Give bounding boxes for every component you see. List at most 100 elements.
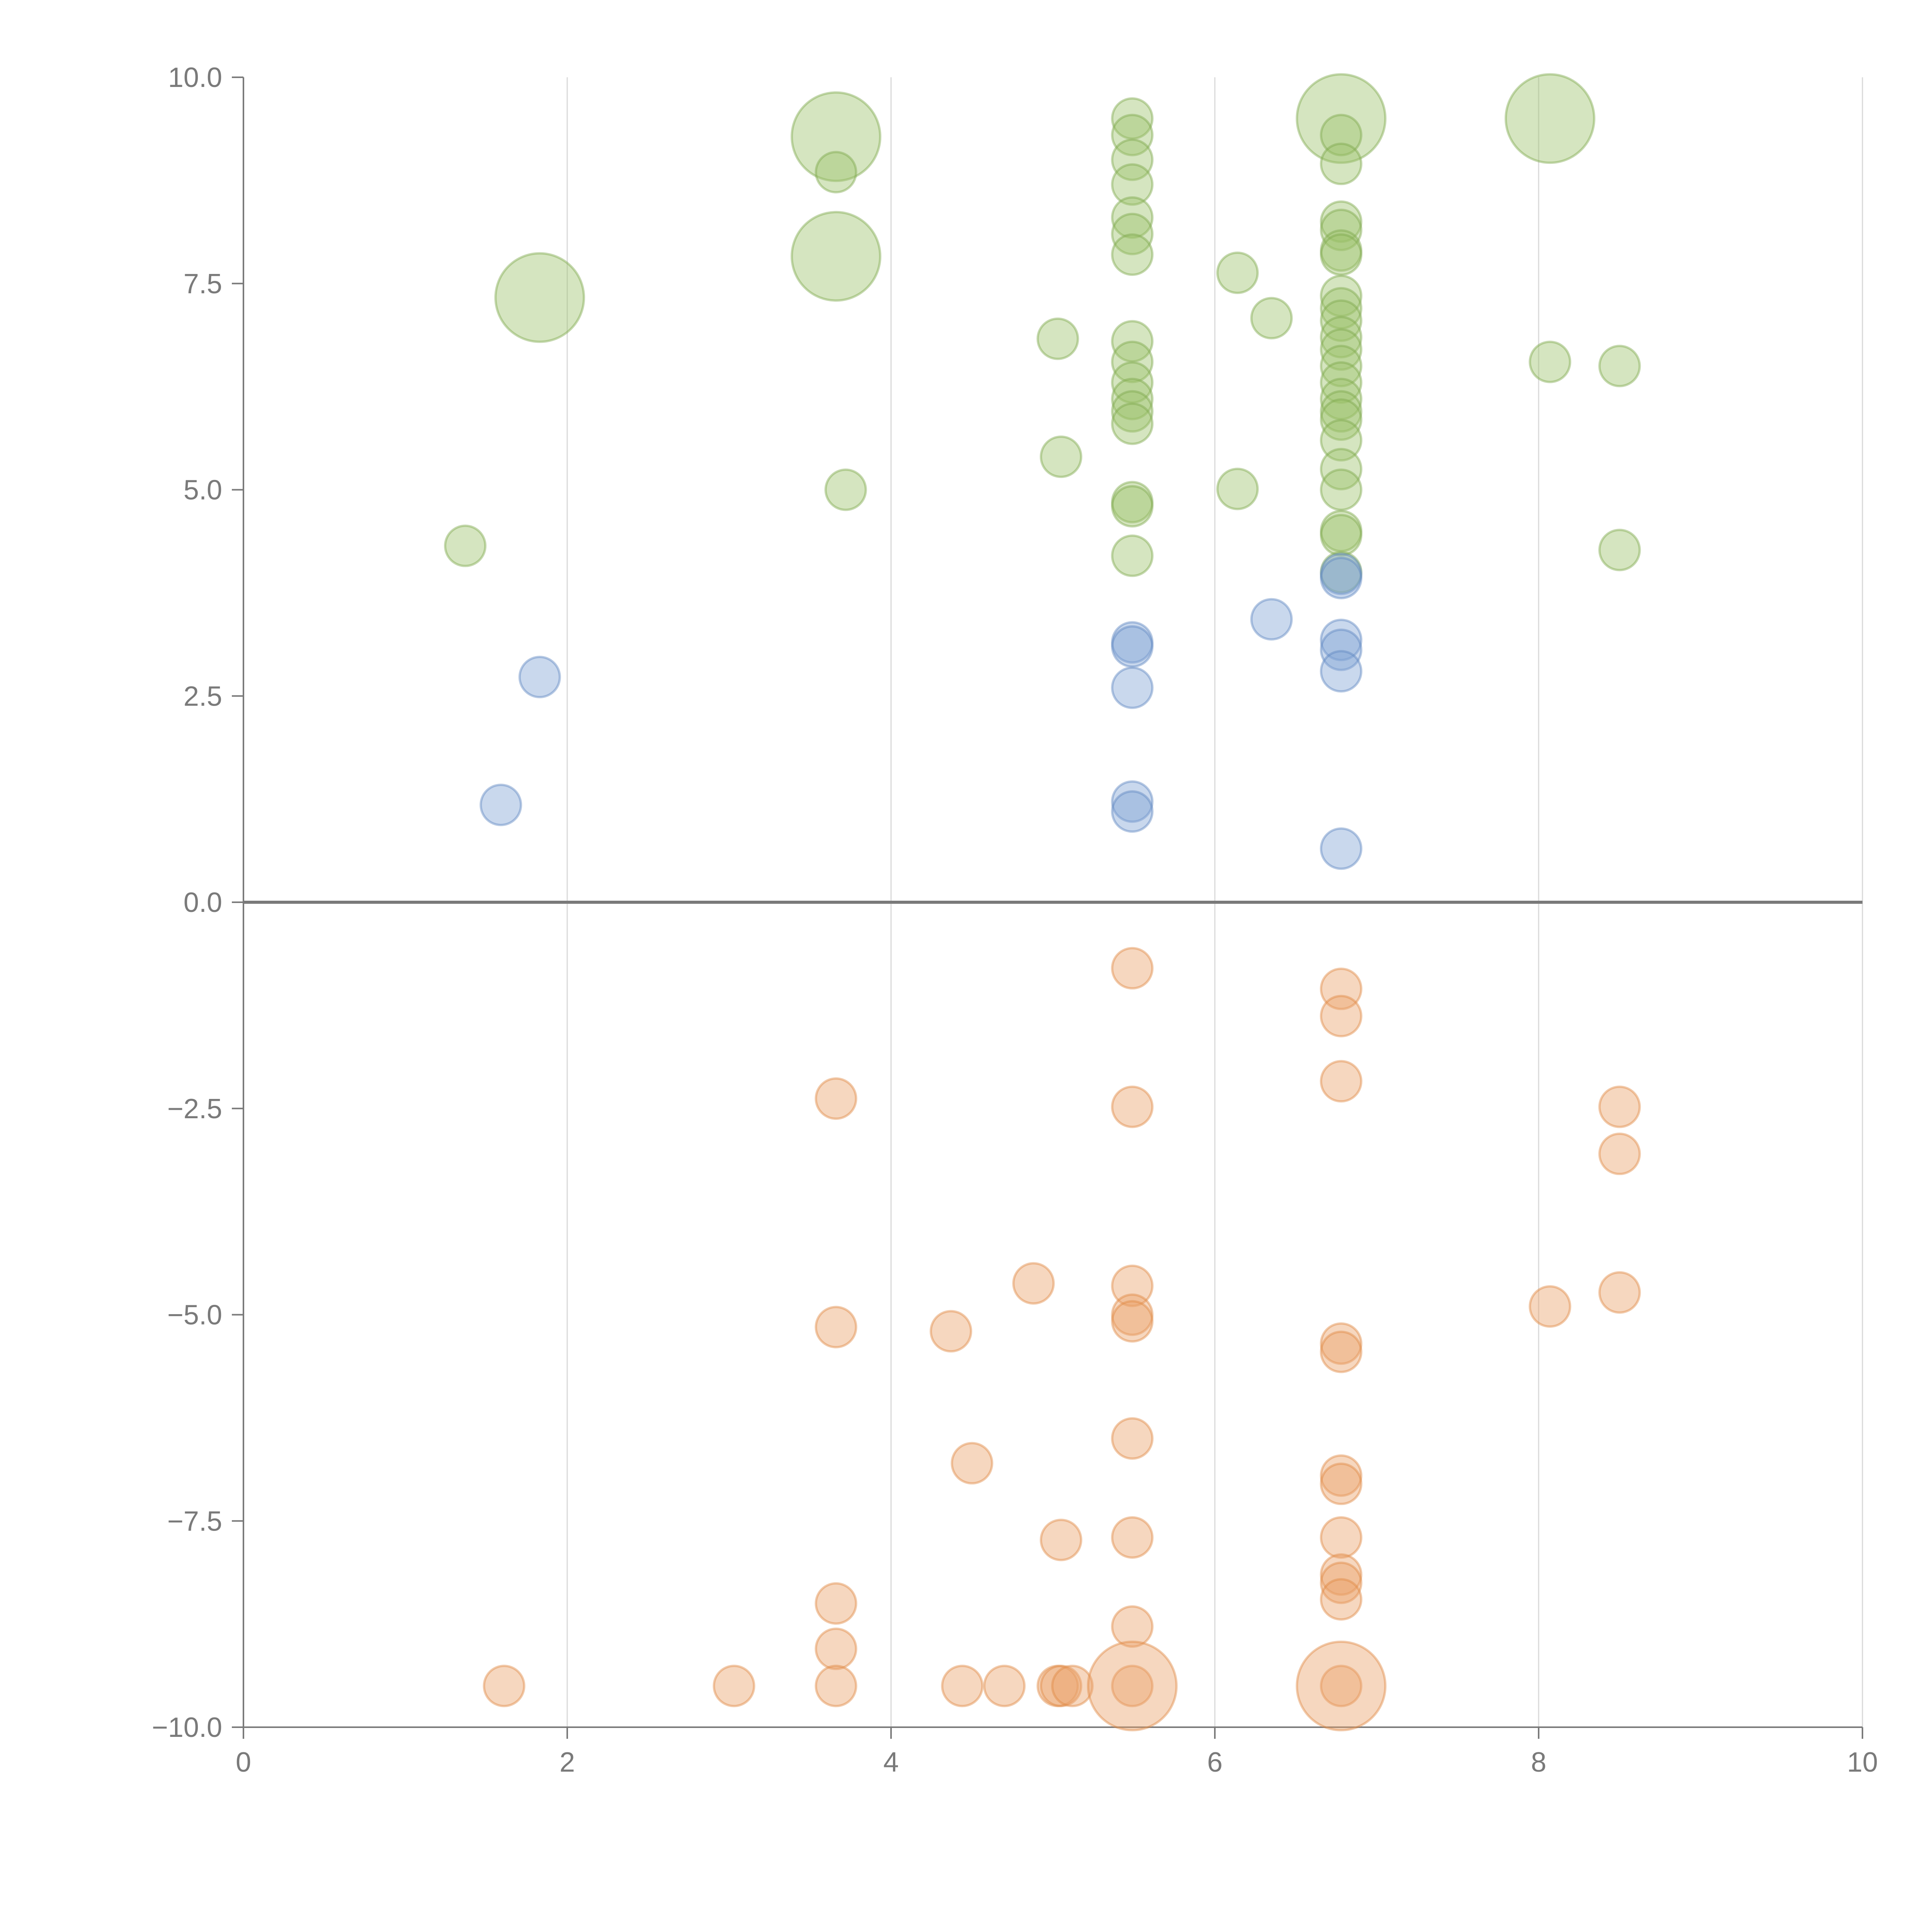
- data-point: [1111, 1293, 1154, 1336]
- data-point: [1320, 1463, 1362, 1505]
- data-point: [1111, 213, 1154, 255]
- data-point: [1111, 666, 1154, 709]
- data-point: [1111, 1516, 1154, 1559]
- data-point: [480, 784, 522, 827]
- data-point: [1320, 229, 1362, 272]
- data-point: [1320, 553, 1362, 595]
- data-point: [815, 1077, 857, 1120]
- data-point: [1529, 1285, 1571, 1328]
- data-point: [1111, 1417, 1154, 1460]
- data-point: [1051, 1665, 1094, 1708]
- data-point: [1529, 340, 1571, 383]
- data-point: [824, 468, 867, 511]
- y-tick-label: −5.0: [167, 1300, 222, 1331]
- data-point: [1111, 1665, 1154, 1708]
- data-point: [1320, 1553, 1362, 1596]
- data-point: [1320, 510, 1362, 553]
- data-point: [1320, 650, 1362, 693]
- data-point: [1111, 138, 1154, 181]
- data-point: [1320, 361, 1362, 404]
- data-point: [1111, 320, 1154, 363]
- x-tick-label: 2: [560, 1747, 575, 1778]
- y-tick-label: 10.0: [168, 62, 222, 93]
- data-point: [1598, 1133, 1641, 1175]
- data-point: [1320, 1578, 1362, 1621]
- data-point: [1320, 1561, 1362, 1604]
- data-point: [983, 1665, 1026, 1708]
- data-point: [1320, 233, 1362, 276]
- data-point: [1320, 514, 1362, 556]
- data-point: [1111, 780, 1154, 823]
- x-tick-label: 6: [1207, 1747, 1223, 1778]
- data-point: [1320, 390, 1362, 433]
- data-point: [1036, 1665, 1079, 1708]
- data-point: [1012, 1262, 1055, 1305]
- data-point: [1111, 534, 1154, 577]
- data-point: [1320, 628, 1362, 671]
- data-point: [1320, 299, 1362, 342]
- data-point: [483, 1665, 526, 1708]
- axis-layer: 10.0 7.5 5.0 2.5 0.0 −2.5 −5.0 −7.5 −10.0 0 2 4 6 8 10: [152, 62, 1878, 1778]
- data-point: [1111, 196, 1154, 239]
- data-point: [1320, 619, 1362, 662]
- data-point: [1111, 378, 1154, 420]
- data-point: [1250, 598, 1293, 641]
- data-point: [930, 1310, 973, 1353]
- data-point: [1320, 143, 1362, 185]
- data-point: [1320, 345, 1362, 388]
- data-point: [1320, 328, 1362, 371]
- data-point: [1111, 361, 1154, 404]
- data-point: [1320, 1454, 1362, 1497]
- y-tick-label: −10.0: [152, 1712, 222, 1743]
- data-point: [1111, 1264, 1154, 1307]
- data-point: [1250, 297, 1293, 340]
- data-point: [1320, 1665, 1362, 1708]
- x-tick-label: 4: [883, 1747, 899, 1778]
- y-tick-label: 5.0: [184, 475, 222, 506]
- data-point: [1320, 1322, 1362, 1365]
- y-tick-label: −2.5: [167, 1094, 222, 1124]
- data-point: [1320, 448, 1362, 491]
- data-point: [1320, 200, 1362, 243]
- data-point: [815, 1665, 857, 1708]
- data-point: [1296, 1640, 1387, 1731]
- data-point: [1216, 468, 1259, 510]
- data-point: [1296, 73, 1387, 164]
- data-point: [1320, 468, 1362, 511]
- data-point: [1320, 556, 1362, 599]
- data-point: [1320, 551, 1362, 594]
- data-point: [1598, 1085, 1641, 1128]
- data-point: [1320, 419, 1362, 462]
- data-point: [1111, 114, 1154, 156]
- x-tick-label: 8: [1531, 1747, 1546, 1778]
- data-point: [941, 1665, 984, 1708]
- data-point: [518, 656, 561, 699]
- data-point: [1111, 1605, 1154, 1648]
- data-point: [1320, 274, 1362, 317]
- data-point: [1039, 1519, 1082, 1561]
- y-tick-label: 7.5: [184, 269, 222, 299]
- y-tick-label: −7.5: [167, 1506, 222, 1537]
- data-point: [791, 91, 881, 182]
- data-point: [815, 151, 857, 194]
- data-point: [1111, 1085, 1154, 1128]
- data-point: [1320, 378, 1362, 420]
- data-point: [1111, 163, 1154, 206]
- x-tick-label: 10: [1847, 1747, 1878, 1778]
- data-point: [494, 252, 585, 343]
- points-layer: [444, 73, 1641, 1731]
- data-point: [1087, 1640, 1178, 1731]
- data-point: [1111, 485, 1154, 528]
- data-point: [713, 1665, 755, 1708]
- data-point: [1036, 317, 1079, 360]
- data-point: [1320, 827, 1362, 870]
- data-point: [1111, 621, 1154, 664]
- data-point: [1111, 947, 1154, 990]
- data-point: [1111, 402, 1154, 445]
- data-point: [1320, 1060, 1362, 1103]
- data-point: [1111, 790, 1154, 833]
- data-point: [1111, 340, 1154, 383]
- x-tick-label: 0: [236, 1747, 251, 1778]
- data-point: [815, 1582, 857, 1625]
